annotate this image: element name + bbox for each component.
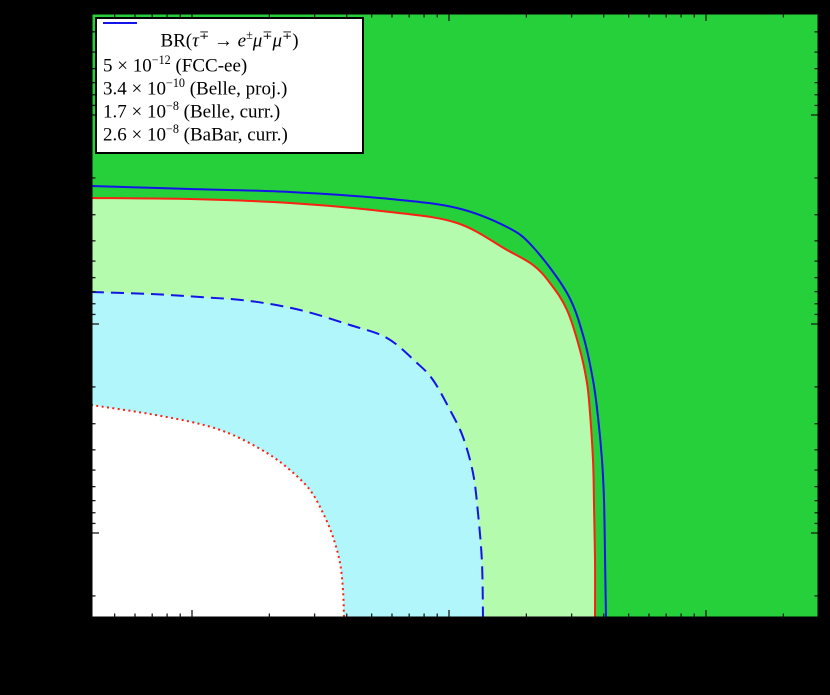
contour-line-0 bbox=[91, 185, 607, 618]
solid-line-sample-icon bbox=[103, 22, 137, 24]
legend-title-sup: ∓ bbox=[198, 28, 210, 42]
legend-title-sup: ± bbox=[246, 28, 253, 42]
region-fill-3 bbox=[91, 405, 344, 618]
legend-title-text: e bbox=[237, 30, 247, 52]
legend-entry-babar-curr: 2.6 × 10−8 (BaBar, curr.) bbox=[103, 22, 356, 146]
legend-title-text: μ bbox=[252, 30, 263, 52]
contour-line-3 bbox=[91, 404, 345, 618]
legend-title-sup: ∓ bbox=[282, 28, 293, 42]
legend-entry-label: 3.4 × 10−10 (Belle, proj.) bbox=[103, 76, 287, 100]
legend-entry-exponent: −8 bbox=[165, 98, 179, 113]
legend-entry-value: 5 × 10 bbox=[103, 55, 152, 76]
legend-entries: 5 × 10−12 (FCC-ee) 3.4 × 10−10 (Belle, pr… bbox=[103, 22, 356, 146]
legend-entry-belle-curr: 1.7 × 10−8 (Belle, curr.) bbox=[103, 22, 356, 123]
legend-entry-exponent: −8 bbox=[165, 121, 179, 136]
legend-entry-experiment: (Belle, curr.) bbox=[178, 101, 281, 122]
legend-entry-exponent: −10 bbox=[165, 75, 185, 90]
plot-frame bbox=[91, 13, 819, 618]
legend-entry-label: 2.6 × 10−8 (BaBar, curr.) bbox=[103, 122, 288, 146]
legend-title-text: ) bbox=[292, 30, 299, 52]
legend-title-text: τ bbox=[192, 30, 199, 52]
legend-title: BR(τ∓ → e±μ∓μ∓) bbox=[103, 23, 356, 53]
legend-entry-value: 1.7 × 10 bbox=[103, 101, 166, 122]
legend-title-text: → bbox=[209, 30, 238, 52]
legend-entry-fcc-ee: 5 × 10−12 (FCC-ee) bbox=[103, 22, 356, 77]
legend-entry-experiment: (Belle, proj.) bbox=[184, 78, 288, 99]
contour-plot bbox=[91, 13, 819, 618]
legend-entry-value: 2.6 × 10 bbox=[103, 124, 166, 145]
legend-entry-label: 5 × 10−12 (FCC-ee) bbox=[103, 53, 247, 77]
contour-line-2 bbox=[91, 291, 484, 618]
legend-title-sup: ∓ bbox=[262, 28, 273, 42]
legend-title-text: μ bbox=[272, 30, 283, 52]
legend-entry-experiment: (FCC-ee) bbox=[170, 55, 248, 76]
legend-entry-belle-proj: 3.4 × 10−10 (Belle, proj.) bbox=[103, 22, 356, 100]
legend-title-text: BR( bbox=[160, 30, 193, 52]
legend-entry-exponent: −12 bbox=[151, 52, 171, 67]
legend-entry-label: 1.7 × 10−8 (Belle, curr.) bbox=[103, 99, 280, 123]
contour-line-1 bbox=[91, 197, 597, 618]
legend-box: BR(τ∓ → e±μ∓μ∓) 5 × 10−12 (FCC-ee) 3.4 × … bbox=[95, 17, 364, 155]
legend-entry-experiment: (BaBar, curr.) bbox=[178, 124, 288, 145]
legend-entry-value: 3.4 × 10 bbox=[103, 78, 166, 99]
plot-area: BR(τ∓ → e±μ∓μ∓) 5 × 10−12 (FCC-ee) 3.4 × … bbox=[91, 13, 819, 618]
